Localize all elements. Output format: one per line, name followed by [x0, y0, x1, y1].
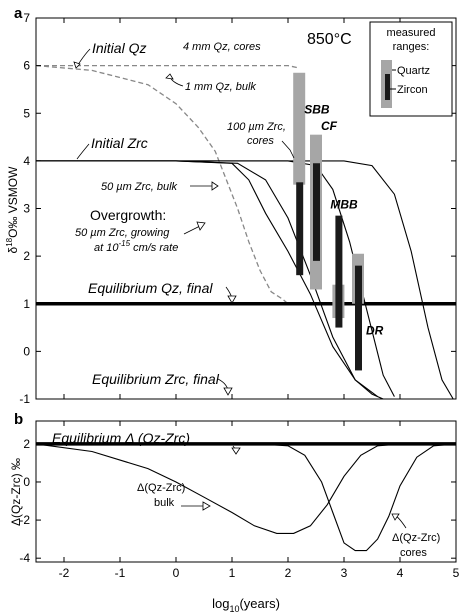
legend-title-line2: ranges: — [393, 41, 430, 53]
y-tick-label-a: 2 — [23, 249, 30, 263]
legend-zircon-swatch — [385, 74, 390, 100]
y-tick-label-a: 6 — [23, 59, 30, 73]
range-label: DR — [366, 324, 384, 338]
annotation-overgrowth-2: 50 µm Zrc, growing — [75, 227, 170, 239]
y-axis-label-b: Δ(Qz-Zrc) ‰ — [9, 458, 23, 526]
x-tick-label: 5 — [453, 566, 460, 580]
annotation-eq-zrc: Equilibrium Zrc, final — [92, 371, 220, 387]
annotation-eq-qz: Equilibrium Qz, final — [88, 280, 213, 296]
y-tick-label-a: 3 — [23, 202, 30, 216]
panel-label-a: a — [14, 5, 23, 22]
y-axis-label-a: δ18O‰ VSMOW — [5, 166, 20, 254]
annotation-bulk-1: Δ(Qz-Zrc) — [137, 482, 185, 494]
plot-frame-b — [35, 420, 457, 563]
y-tick-label-b: 2 — [23, 437, 30, 451]
x-tick-label: 2 — [285, 566, 292, 580]
zircon-range-bar — [296, 182, 304, 276]
y-tick-label-a: 4 — [23, 154, 30, 168]
zircon-range-bar — [355, 265, 362, 371]
quartz-range-bar — [293, 72, 306, 185]
legend-zircon-label: Zircon — [397, 84, 428, 96]
series-line-a-1 — [35, 64, 289, 305]
x-tick-label: 0 — [173, 566, 180, 580]
y-tick-label-a: 0 — [23, 344, 30, 358]
range-label: MBB — [330, 198, 358, 212]
annotation-qz-bulk: 1 mm Qz, bulk — [185, 81, 256, 93]
annotation-overgrowth-3: at 10-15 cm/s rate — [94, 239, 178, 254]
series-line-a-4 — [36, 160, 384, 400]
panel-label-b: b — [14, 411, 23, 428]
legend-title-line1: measured — [387, 27, 436, 39]
annotation-zrc-cores-2: cores — [247, 135, 274, 147]
panel-a: SBB CF MBB DR -1 0 1 2 3 4 5 6 7 a δ18O‰ VSMOW 850°… — [5, 5, 457, 406]
temperature-label: 850°C — [307, 31, 352, 48]
x-tick-label: 3 — [341, 566, 348, 580]
range-label: SBB — [304, 102, 330, 116]
annotation-initial-zrc: Initial Zrc — [91, 135, 148, 151]
x-tick-label: -1 — [115, 566, 126, 580]
annotation-zrc-bulk: 50 µm Zrc, bulk — [101, 181, 178, 193]
y-tick-label-a: 7 — [23, 11, 30, 25]
annotation-eq-delta: Equilibrium Δ (Qz-Zrc) — [52, 430, 190, 446]
y-tick-label-b: -4 — [19, 551, 30, 565]
x-tick-label: 4 — [397, 566, 404, 580]
panel-b: -4 -2 0 2 -2 -1 0 1 2 3 4 5 b Δ(Qz-Zrc) ‰ log10(yea… — [9, 411, 460, 614]
x-tick-label: -2 — [59, 566, 70, 580]
annotation-overgrowth: Overgrowth: — [90, 207, 166, 223]
y-tick-label-a: 5 — [23, 106, 30, 120]
annotation-initial-qz: Initial Qz — [92, 40, 146, 56]
x-tick-label: 1 — [229, 566, 236, 580]
annotation-qz-cores: 4 mm Qz, cores — [183, 41, 261, 53]
series-line-a-0 — [36, 64, 300, 69]
y-tick-label-b: 0 — [23, 475, 30, 489]
series-line-b-2 — [36, 443, 457, 552]
series-line-b-1 — [35, 443, 456, 534]
annotation-zrc-cores: 100 µm Zrc, — [227, 121, 286, 133]
annotation-cores-1: Δ(Qz-Zrc) — [392, 532, 440, 544]
y-tick-label-a: 1 — [23, 297, 30, 311]
series-line-a-3 — [36, 160, 378, 398]
legend: measured ranges: Quartz Zircon — [369, 21, 453, 117]
zircon-range-bar — [335, 215, 343, 328]
annotation-bulk-2: bulk — [154, 497, 175, 509]
x-axis-label: log10(years) — [212, 596, 280, 614]
annotation-cores-2: cores — [400, 547, 427, 559]
annotations-a: Initial Qz 4 mm Qz, cores 1 mm Qz, bulk … — [73, 40, 295, 396]
annotations-b: Equilibrium Δ (Qz-Zrc) — [52, 430, 241, 455]
range-label: CF — [321, 119, 338, 133]
series-line-a-5 — [36, 160, 454, 400]
legend-quartz-label: Quartz — [397, 65, 430, 77]
annotations-b-normal: Δ(Qz-Zrc) bulk Δ(Qz-Zrc) cores — [137, 482, 440, 559]
y-tick-label-a: -1 — [19, 392, 30, 406]
y-tick-label-b: -2 — [19, 513, 30, 527]
zircon-range-bar — [313, 163, 320, 261]
